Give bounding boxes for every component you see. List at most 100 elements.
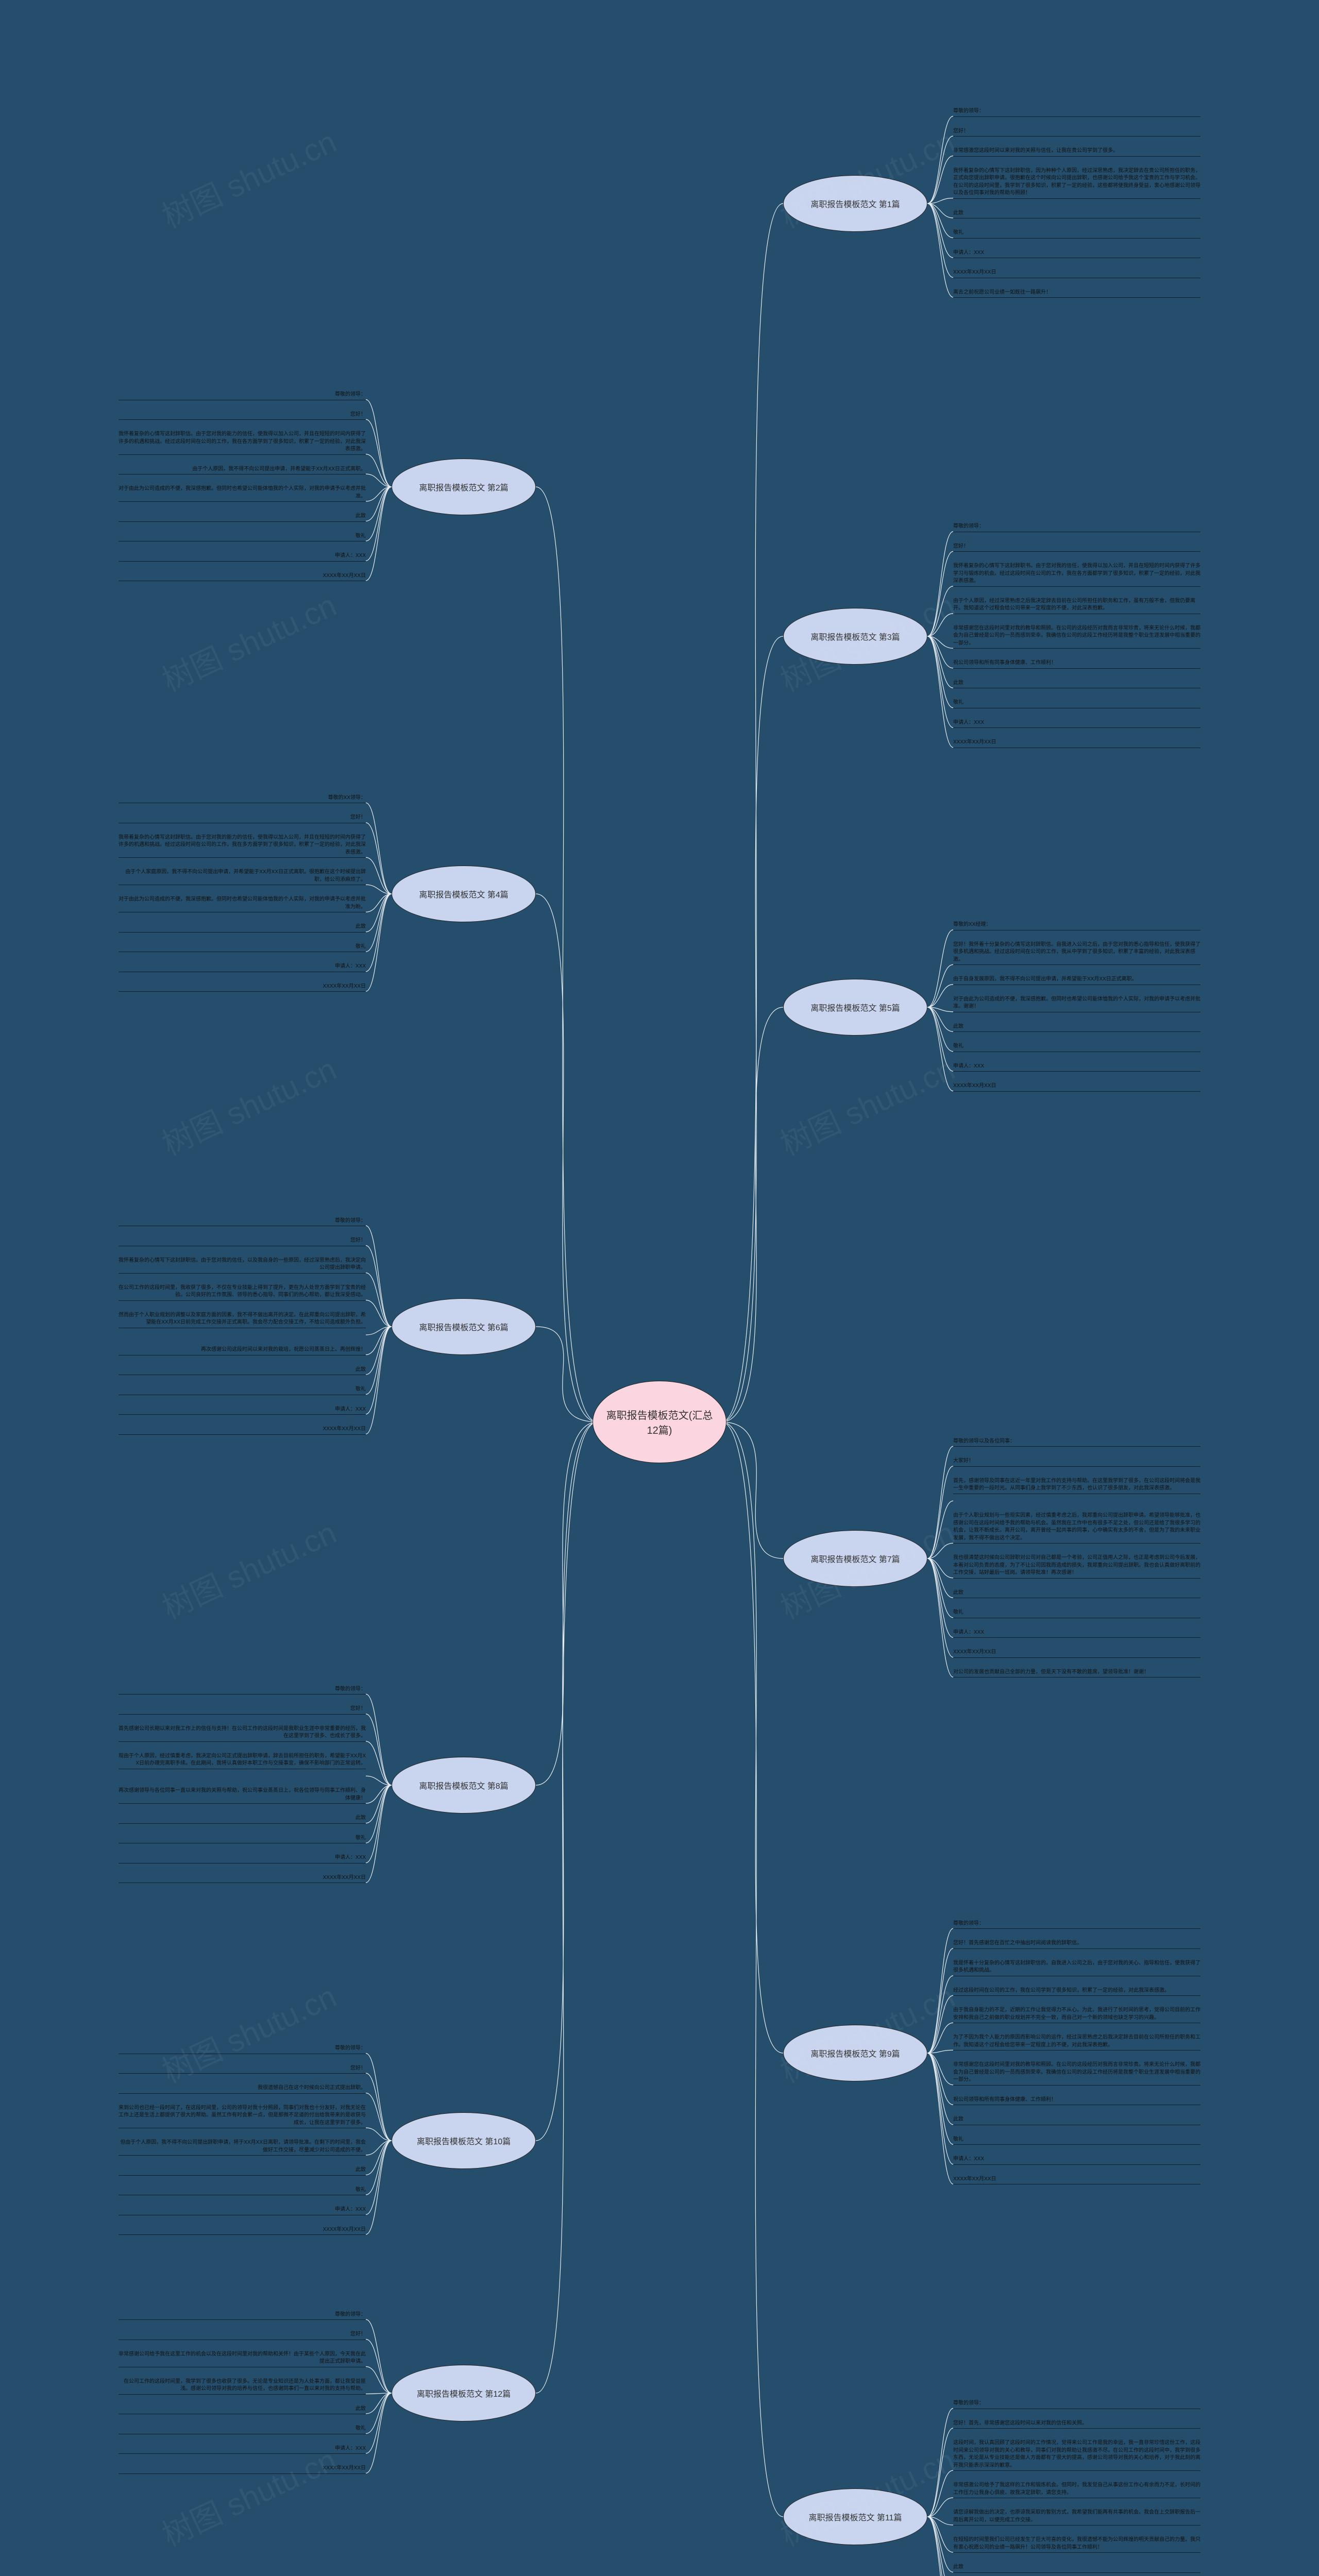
- leaf-text: 尊敬的领导：: [953, 523, 1200, 532]
- leaf-text: 由于个人职业规划与一些现实因素，经过慎重考虑之后，我郑重向公司提出辞职申请。希望…: [953, 1512, 1200, 1544]
- leaf-text: 由于个人原因，我不得不向公司提出申请，并希望能于XX月XX日正式离职。: [119, 466, 366, 475]
- watermark: 树图 shutu.cn: [154, 117, 343, 236]
- leaf-text: 您好！: [119, 814, 366, 823]
- leaf-text: 申请人：XXX: [119, 2445, 366, 2454]
- watermark: 树图 shutu.cn: [154, 1044, 343, 1164]
- leaf-text: 为了不因为我个人能力的原因而影响公司的运作，经过深思熟虑之后我决定辞去目前在公司…: [953, 2034, 1200, 2050]
- leaf-text: 您好！: [119, 1705, 366, 1715]
- leaf-text: 此致: [953, 1589, 1200, 1599]
- leaf-text: 此致: [119, 923, 366, 933]
- chapter-node: 离职报告模板范文 第11篇: [783, 2488, 927, 2545]
- leaf-text: 尊敬的领导：: [119, 1217, 366, 1227]
- leaf-text: 来到公司也已经一段时间了，在这段时间里，公司的领导对我十分照顾，同事们对我也十分…: [119, 2105, 366, 2129]
- leaf-text: 再次感谢公司这段时间以来对我的栽培，祝愿公司蒸蒸日上、再创辉煌！: [119, 1346, 366, 1355]
- leaf-text: 非常感激您这段时间以来对我的关照与信任，让我在贵公司学到了很多。: [953, 147, 1200, 157]
- chapter-node: 离职报告模板范文 第4篇: [392, 866, 536, 922]
- leaf-text: 您好！: [119, 1237, 366, 1246]
- leaf-text: 尊敬的领导：: [953, 108, 1200, 117]
- leaf-text: XXXX年XX月XX日: [953, 269, 1200, 278]
- leaf-text: 申请人：XXX: [119, 963, 366, 972]
- chapter-node: 离职报告模板范文 第1篇: [783, 175, 927, 232]
- leaf-text: 申请人：XXX: [953, 2156, 1200, 2165]
- leaf-text: XXXX年XX月XX日: [953, 1082, 1200, 1092]
- leaf-text: 申请人：XXX: [119, 1854, 366, 1863]
- leaf-text: 尊敬的XX领导：: [119, 794, 366, 804]
- leaf-text: 对于由此为公司造成的不便，我深感抱歉。但同时也希望公司能体恤我的个人实际，对我的…: [119, 896, 366, 912]
- leaf-text: 我很遗憾自己在这个时候向公司正式提出辞职。: [119, 2084, 366, 2094]
- leaf-text: 尊敬的领导：: [119, 2045, 366, 2054]
- leaf-text: 非常感谢您在这段时间里对我的教导和照顾。在公司的这段经历对我而言非常珍贵，将来无…: [953, 625, 1200, 649]
- leaf-text: 对于由此为公司造成的不便，我深感抱歉。但同时也希望公司能体恤我的个人实际，对我的…: [953, 996, 1200, 1012]
- leaf-text: XXXX年XX月XX日: [119, 1874, 366, 1884]
- leaf-text: 我是怀着十分复杂的心情写这封辞职信的。自我进入公司之后，由于您对我的关心、指导和…: [953, 1960, 1200, 1976]
- leaf-text: 对于由此为公司造成的不便，我深感抱歉。但同时也希望公司能体恤我的个人实际，对我的…: [119, 485, 366, 502]
- leaf-text: 此致: [119, 2166, 366, 2176]
- leaf-text: 申请人：XXX: [119, 552, 366, 562]
- leaf-text: 非常感激公司给予了我这样的工作和锻炼机会。但同时，我发觉自己从事这份工作心有余而…: [953, 2482, 1200, 2498]
- leaf-text: 此致: [953, 680, 1200, 689]
- leaf-text: 离去之前祝愿公司业绩一如既往一路飙升！: [953, 289, 1200, 298]
- leaf-text: 尊敬的领导：: [119, 391, 366, 400]
- leaf-text: 经过这段时间在公司的工作，我在公司学到了很多知识，积累了一定的经验，对此我深表感…: [953, 1987, 1200, 1996]
- leaf-text: 由于个人家庭原因，我不得不向公司提出申请，并希望能于XX月XX日正式离职。很抱歉…: [119, 869, 366, 885]
- leaf-text: 申请人：XXX: [953, 249, 1200, 259]
- leaf-text: XXXX年XX月XX日: [119, 2465, 366, 2474]
- leaf-text: 您好！: [953, 543, 1200, 552]
- leaf-text: XXXX年XX月XX日: [119, 2226, 366, 2235]
- leaf-text: 尊敬的XX经理：: [953, 921, 1200, 930]
- leaf-text: 我怀着复杂的心情写这封辞职信。由于您对我的能力的信任，使我得以加入公司，并且在短…: [119, 431, 366, 455]
- chapter-node: 离职报告模板范文 第8篇: [392, 1757, 536, 1814]
- leaf-text: 我带着复杂的心情写这封辞职信。由于您对我的能力的信任，使我得以加入公司，并且在短…: [119, 834, 366, 858]
- leaf-text: 祝公司领导和所有同事身体健康、工作顺利！: [953, 2096, 1200, 2106]
- leaf-text: 我怀着复杂的心情写下这封辞职书。由于您对我的信任，使我得以加入公司，并且在短短的…: [953, 563, 1200, 587]
- leaf-text: 敬礼: [119, 1835, 366, 1844]
- leaf-text: 现由于个人原因，经过慎重考虑，我决定向公司正式提出辞职申请，辞去目前所担任的职务…: [119, 1753, 366, 1769]
- chapter-node: 离职报告模板范文 第2篇: [392, 459, 536, 515]
- leaf-text: XXXX年XX月XX日: [119, 572, 366, 582]
- leaf-text: 由于自身发展原因，我不得不向公司提出申请，并希望能于XX月XX日正式离职。: [953, 976, 1200, 985]
- leaf-text: 我也很清楚这时候向公司辞职对公司对自己都是一个考验，公司正值用人之际，也正是考虑…: [953, 1554, 1200, 1579]
- leaf-text: XXXX年XX月XX日: [119, 1426, 366, 1435]
- leaf-text: 您好！: [119, 2065, 366, 2074]
- leaf-text: 尊敬的领导：: [119, 2311, 366, 2320]
- leaf-text: 此致: [119, 513, 366, 522]
- leaf-text: 敬礼: [953, 1609, 1200, 1618]
- chapter-node: 离职报告模板范文 第7篇: [783, 1530, 927, 1587]
- watermark: 树图 shutu.cn: [772, 1044, 961, 1164]
- leaf-text: 祝公司领导和所有同事身体健康、工作顺利！: [953, 659, 1200, 669]
- leaf-text: 在公司工作的这段时间里，我学到了很多也收获了很多。无论是专业知识还是为人处事方面…: [119, 2378, 366, 2395]
- leaf-text: 申请人：XXX: [119, 1406, 366, 1415]
- leaf-text: 此致: [119, 1815, 366, 1824]
- leaf-text: 尊敬的领导：: [953, 1920, 1200, 1929]
- chapter-node: 离职报告模板范文 第12篇: [392, 2365, 536, 2421]
- leaf-text: 请您谅解我做出的决定，也原谅我采取的暂别方式，我希望我们能再有共事的机会。我会在…: [953, 2509, 1200, 2526]
- leaf-text: 敬礼: [953, 229, 1200, 239]
- chapter-node: 离职报告模板范文 第9篇: [783, 2025, 927, 2081]
- watermark: 树图 shutu.cn: [154, 1508, 343, 1628]
- leaf-text: 首先，感谢领导及同事在这近一年里对我工作的支持与帮助。在这里我学到了很多，在公司…: [953, 1478, 1200, 1494]
- chapter-node: 离职报告模板范文 第3篇: [783, 608, 927, 665]
- leaf-text: 但由于个人原因，我不得不向公司提出辞职申请，将于XX月XX日离职，请领导批准。在…: [119, 2139, 366, 2156]
- leaf-text: 申请人：XXX: [119, 2206, 366, 2215]
- root-node: 离职报告模板范文(汇总12篇): [593, 1381, 726, 1463]
- leaf-text: 这段时间，我认真回顾了这段时间的工作情况，觉得来公司工作是我的幸运，我一直非常珍…: [953, 2439, 1200, 2471]
- leaf-text: 敬礼: [119, 1386, 366, 1395]
- leaf-text: 您好！首先，非常感谢您这段时间以来对我的信任和关照。: [953, 2420, 1200, 2429]
- leaf-text: 此致: [953, 210, 1200, 219]
- leaf-text: 大家好！: [953, 1458, 1200, 1467]
- leaf-text: 敬礼: [119, 2187, 366, 2196]
- leaf-text: 非常感谢公司给予我在这里工作的机会以及在这段时间里对我的帮助和关怀！由于某些个人…: [119, 2351, 366, 2367]
- leaf-text: 敬礼: [953, 2136, 1200, 2145]
- leaf-text: 对公司的发展也贡献自己全部的力量，但是天下没有不散的筵席，望领导批准！谢谢！: [953, 1669, 1200, 1678]
- leaf-text: XXXX年XX月XX日: [953, 739, 1200, 748]
- leaf-text: XXXX年XX月XX日: [953, 1649, 1200, 1658]
- leaf-text: 申请人：XXX: [953, 1063, 1200, 1072]
- leaf-text: 我怀着复杂的心情写下这封辞职信，因为种种个人原因，经过深思熟虑，我决定辞去在贵公…: [953, 167, 1200, 199]
- leaf-text: 申请人：XXX: [953, 719, 1200, 728]
- leaf-text: 敬礼: [953, 1043, 1200, 1052]
- chapter-node: 离职报告模板范文 第5篇: [783, 979, 927, 1036]
- leaf-text: 此致: [953, 2116, 1200, 2125]
- leaf-text: 您好！: [119, 411, 366, 420]
- leaf-text: 在公司工作的这段时间里，我收获了很多，不仅在专业技能上得到了提升，更在为人处世方…: [119, 1284, 366, 1301]
- leaf-text: 再次感谢领导与各位同事一直以来对我的关照与帮助，祝公司事业蒸蒸日上，祝各位领导与…: [119, 1787, 366, 1804]
